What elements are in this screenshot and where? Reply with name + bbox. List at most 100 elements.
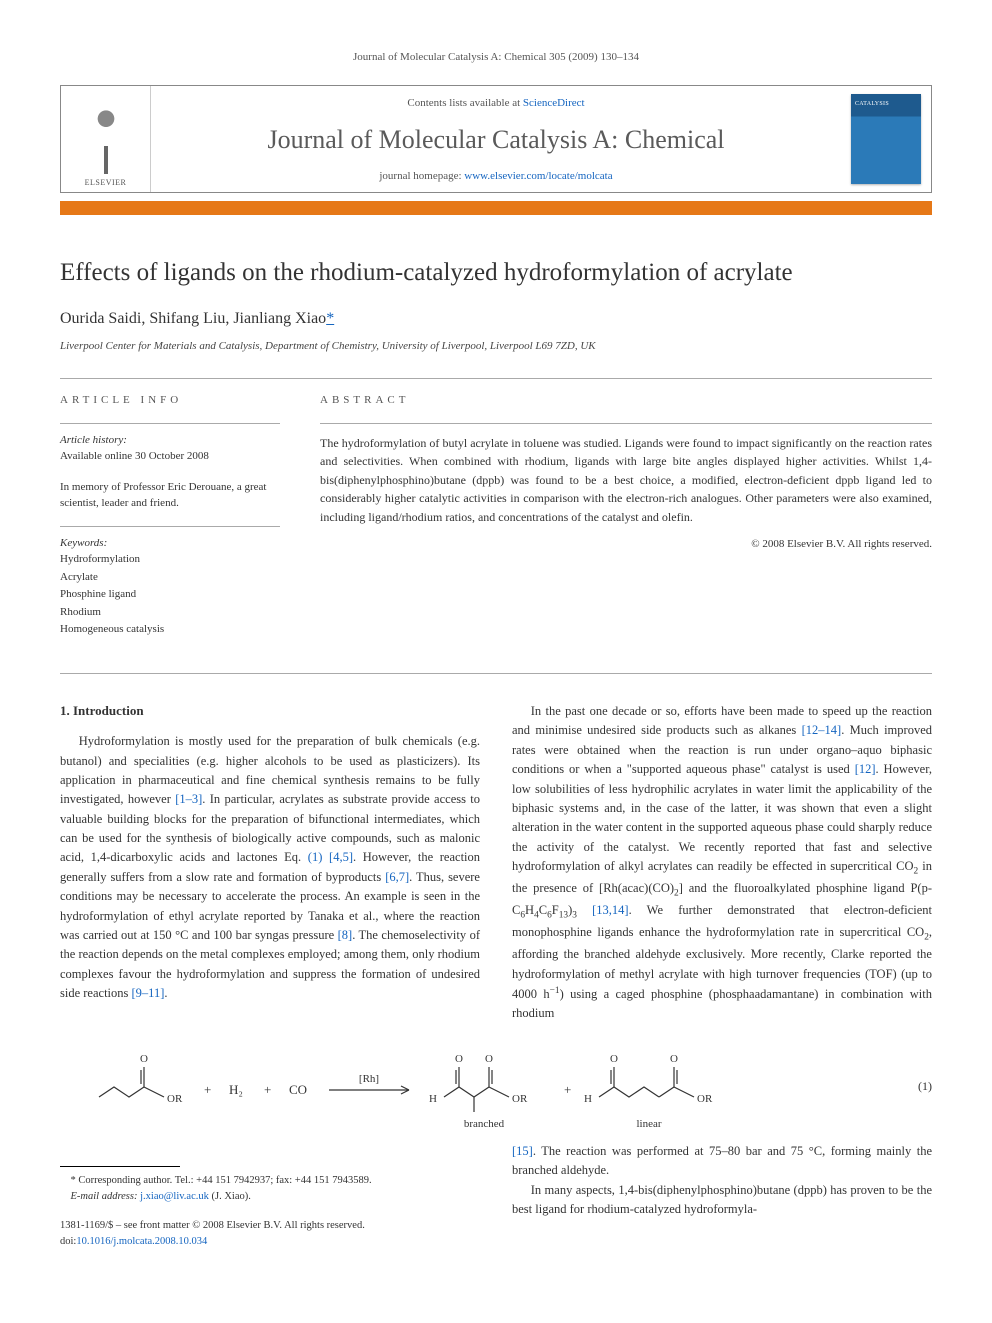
ref-link[interactable]: [13,14]	[592, 903, 628, 917]
svg-text:CO: CO	[289, 1082, 307, 1097]
keywords-label: Keywords:	[60, 537, 107, 549]
svg-text:H: H	[584, 1093, 592, 1105]
info-rule-1	[60, 423, 280, 424]
right-column-2: [15]. The reaction was performed at 75–8…	[512, 1142, 932, 1250]
svg-text:branched: branched	[464, 1118, 505, 1130]
ref-link[interactable]: [6,7]	[385, 870, 409, 884]
text	[577, 903, 592, 917]
homepage-line: journal homepage: www.elsevier.com/locat…	[161, 169, 831, 184]
subscript: 13	[559, 911, 568, 921]
corresponding-footnote: * Corresponding author. Tel.: +44 151 79…	[60, 1173, 480, 1189]
text: H	[525, 903, 534, 917]
cover-cell	[841, 86, 931, 192]
keyword: Hydroformylation	[60, 551, 280, 569]
doi-line: doi:10.1016/j.molcata.2008.10.034	[60, 1234, 480, 1250]
email-footnote: E-mail address: j.xiao@liv.ac.uk (J. Xia…	[60, 1189, 480, 1205]
meta-row: article info Article history: Available …	[60, 379, 932, 673]
affiliation: Liverpool Center for Materials and Catal…	[60, 339, 932, 354]
doi-label: doi:	[60, 1236, 76, 1247]
journal-banner: ELSEVIER Contents lists available at Sci…	[60, 85, 932, 193]
authors-names: Ourida Saidi, Shifang Liu, Jianliang Xia…	[60, 310, 326, 327]
text: C	[539, 903, 547, 917]
email-label: E-mail address:	[71, 1191, 141, 1202]
footnote-text: Corresponding author. Tel.: +44 151 7942…	[76, 1175, 372, 1186]
svg-text:OR: OR	[697, 1093, 713, 1105]
publisher-logo-cell: ELSEVIER	[61, 86, 151, 192]
svg-text:+: +	[204, 1082, 211, 1097]
ref-link[interactable]: [12]	[855, 762, 876, 776]
svg-text:O: O	[610, 1053, 618, 1065]
email-suffix: (J. Xiao).	[209, 1191, 251, 1202]
text: ) using a caged phosphine (phosphaadaman…	[512, 987, 932, 1020]
equation-1: O OR + H₂ + CO [Rh] H O O OR	[60, 1042, 932, 1132]
body-columns: 1. Introduction Hydroformylation is most…	[60, 702, 932, 1024]
keyword: Homogeneous catalysis	[60, 621, 280, 639]
article-title: Effects of ligands on the rhodium-cataly…	[60, 255, 932, 290]
svg-text:OR: OR	[512, 1093, 528, 1105]
authors-line: Ourida Saidi, Shifang Liu, Jianliang Xia…	[60, 308, 932, 330]
article-history: Article history: Available online 30 Oct…	[60, 432, 280, 465]
keywords-list: Hydroformylation Acrylate Phosphine liga…	[60, 551, 280, 639]
ref-link[interactable]: [15]	[512, 1144, 533, 1158]
svg-text:linear: linear	[636, 1118, 661, 1130]
abstract-copyright: © 2008 Elsevier B.V. All rights reserved…	[320, 537, 932, 552]
contents-prefix: Contents lists available at	[407, 97, 522, 109]
svg-text:O: O	[455, 1053, 463, 1065]
ref-link[interactable]: [9–11]	[132, 986, 165, 1000]
eq-ref-link[interactable]: (1)	[308, 850, 323, 864]
section-1-head: 1. Introduction	[60, 702, 480, 720]
intro-paragraph-2: In the past one decade or so, efforts ha…	[512, 702, 932, 1024]
footnote-rule	[60, 1166, 180, 1167]
svg-text:[Rh]: [Rh]	[359, 1073, 379, 1085]
superscript: −1	[550, 986, 560, 996]
text: . We further demonstrated that electron-…	[512, 903, 932, 939]
svg-text:O: O	[140, 1053, 148, 1065]
svg-text:+: +	[264, 1082, 271, 1097]
abstract-col: abstract The hydroformylation of butyl a…	[320, 393, 932, 653]
ref-link[interactable]: [8]	[338, 928, 353, 942]
right-column: In the past one decade or so, efforts ha…	[512, 702, 932, 1024]
keyword: Acrylate	[60, 569, 280, 587]
text: .	[164, 986, 167, 1000]
svg-text:H: H	[429, 1093, 437, 1105]
svg-text:+: +	[564, 1082, 571, 1097]
ref-link[interactable]: [4,5]	[329, 850, 353, 864]
abstract-rule	[320, 423, 932, 424]
ref-link[interactable]: [1–3]	[175, 792, 202, 806]
journal-cover-thumb	[851, 94, 921, 184]
doi-link[interactable]: 10.1016/j.molcata.2008.10.034	[76, 1236, 207, 1247]
intro-paragraph-2b: [15]. The reaction was performed at 75–8…	[512, 1142, 932, 1181]
intro-paragraph-1: Hydroformylation is mostly used for the …	[60, 732, 480, 1003]
keyword: Phosphine ligand	[60, 586, 280, 604]
body-columns-2: * Corresponding author. Tel.: +44 151 79…	[60, 1142, 932, 1250]
banner-center: Contents lists available at ScienceDirec…	[151, 86, 841, 192]
email-link[interactable]: j.xiao@liv.ac.uk	[140, 1191, 209, 1202]
accent-bar	[60, 201, 932, 215]
sciencedirect-link[interactable]: ScienceDirect	[523, 97, 585, 109]
equation-number: (1)	[918, 1078, 932, 1095]
svg-text:OR: OR	[167, 1093, 183, 1105]
article-info-head: article info	[60, 393, 280, 408]
ref-link[interactable]: [12–14]	[802, 723, 842, 737]
running-head: Journal of Molecular Catalysis A: Chemic…	[60, 50, 932, 65]
corresponding-mark[interactable]: *	[326, 310, 334, 327]
front-matter-line: 1381-1169/$ – see front matter © 2008 El…	[60, 1218, 480, 1234]
svg-text:O: O	[485, 1053, 493, 1065]
history-label: Article history:	[60, 434, 127, 446]
text: . However, low solubilities of less hydr…	[512, 762, 932, 873]
publisher-label: ELSEVIER	[85, 177, 127, 188]
text: F	[552, 903, 559, 917]
homepage-link[interactable]: www.elsevier.com/locate/molcata	[464, 170, 612, 182]
article-info-col: article info Article history: Available …	[60, 393, 280, 653]
divider-bottom	[60, 673, 932, 674]
elsevier-tree-icon: ELSEVIER	[76, 104, 136, 174]
abstract-head: abstract	[320, 393, 932, 408]
homepage-prefix: journal homepage:	[379, 170, 464, 182]
page: Journal of Molecular Catalysis A: Chemic…	[0, 0, 992, 1300]
keywords-block: Keywords: Hydroformylation Acrylate Phos…	[60, 535, 280, 639]
left-column-2: * Corresponding author. Tel.: +44 151 79…	[60, 1142, 480, 1250]
dedication: In memory of Professor Eric Derouane, a …	[60, 479, 280, 512]
history-line: Available online 30 October 2008	[60, 450, 209, 462]
copyright-footer: 1381-1169/$ – see front matter © 2008 El…	[60, 1218, 480, 1250]
svg-text:O: O	[670, 1053, 678, 1065]
